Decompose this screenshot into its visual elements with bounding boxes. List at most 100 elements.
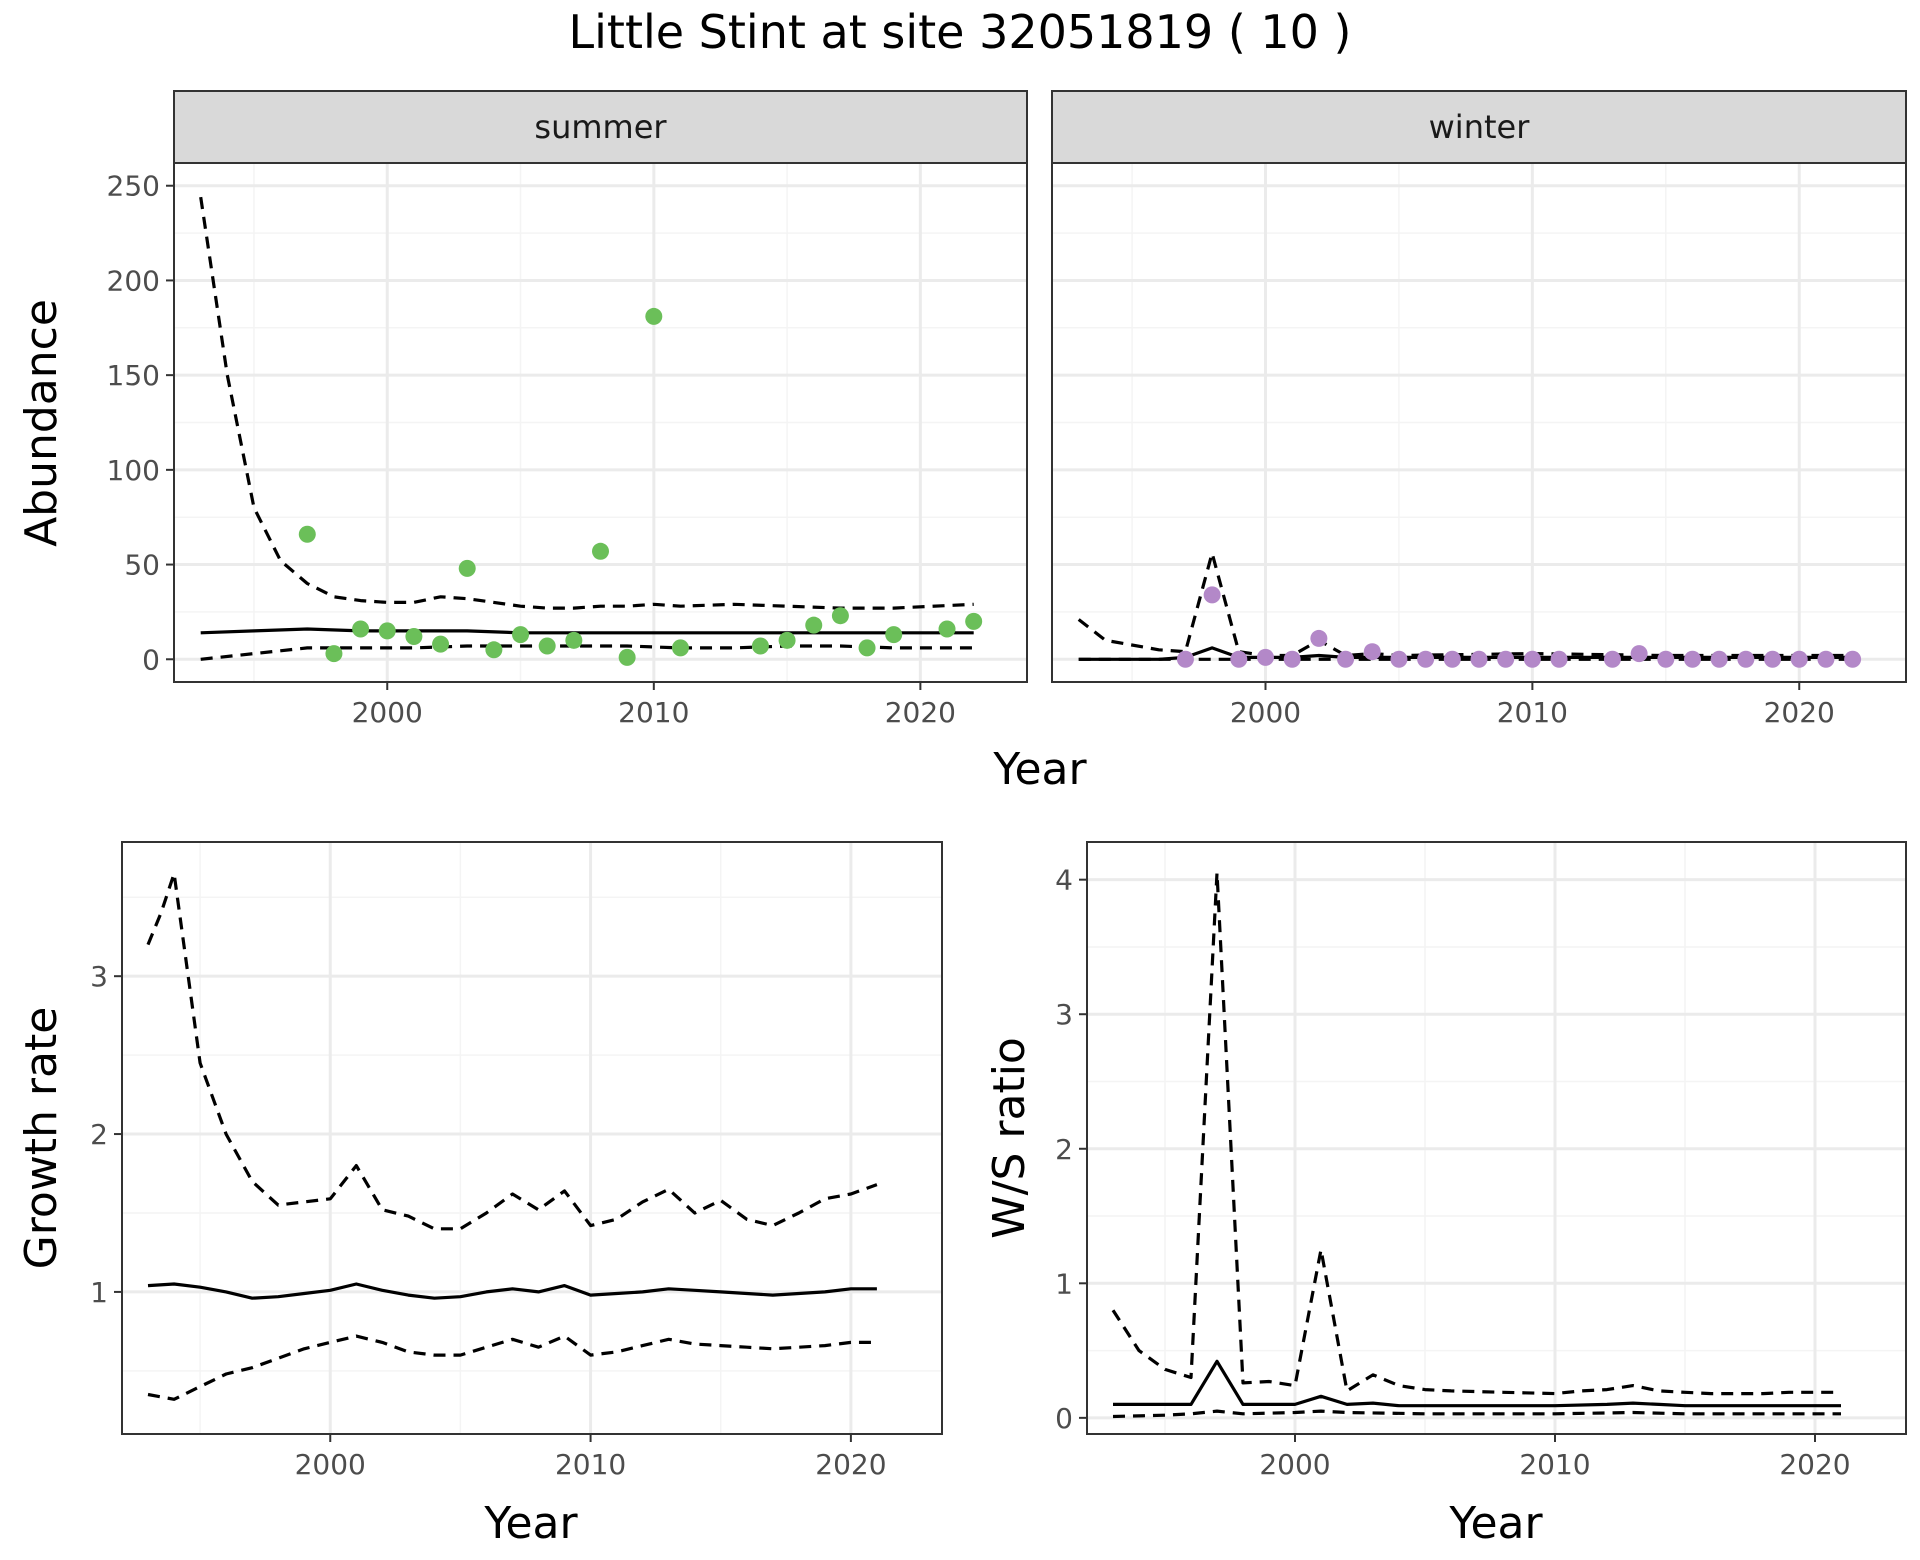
plot-area [1077, 551, 1862, 668]
panel-border [1086, 841, 1907, 1435]
x-tick-label: 2020 [1779, 1448, 1850, 1481]
x-tick-label: 2010 [618, 696, 689, 729]
series-line-lower [1112, 1409, 1841, 1419]
series-line-upper [199, 196, 974, 610]
data-point [1497, 650, 1515, 668]
data-point [1310, 629, 1328, 647]
y-tick-label: 2 [90, 1118, 108, 1151]
facet-strip [173, 90, 1028, 164]
panel-summer: summer 2000 2010 2020 0 50 100 150 200 250 [107, 90, 1028, 729]
data-point [1684, 650, 1701, 668]
data-point [1790, 650, 1808, 668]
x-tick-label: 2000 [352, 696, 423, 729]
data-point [805, 616, 823, 634]
x-tick-label: 2000 [1259, 1448, 1330, 1481]
y-axis-title-ratio: W/S ratio [984, 1037, 1035, 1239]
y-tick-label: 0 [1055, 1402, 1073, 1435]
data-point [831, 607, 849, 625]
x-tick-label: 2010 [1497, 696, 1568, 729]
y-tick-label: 100 [107, 454, 160, 487]
panel-ratio: 2000 2010 2020 0 1 2 3 4 [1055, 841, 1907, 1481]
data-point [778, 631, 796, 649]
series-line-estimate [1113, 1359, 1841, 1408]
plot-area [1111, 871, 1841, 1419]
data-point [1844, 650, 1862, 668]
data-point [618, 648, 636, 666]
data-point [1523, 650, 1541, 668]
y-tick-label: 0 [142, 643, 160, 676]
data-point [1337, 650, 1355, 668]
y-tick-label: 50 [124, 549, 160, 582]
series-line-lower [147, 1334, 877, 1401]
series-line-estimate [147, 1282, 877, 1300]
data-point [1443, 650, 1461, 668]
data-point [1390, 650, 1408, 668]
data-point [1630, 645, 1648, 663]
y-tick-label: 4 [1055, 864, 1073, 897]
facet-strip-label: summer [534, 108, 667, 146]
data-point [1550, 650, 1568, 668]
data-point [1657, 650, 1675, 668]
panel-background [122, 842, 942, 1434]
panel-growth: 2000 2010 2020 1 2 3 [90, 841, 943, 1481]
x-tick-label: 2020 [1764, 696, 1835, 729]
y-tick-label: 2 [1055, 1133, 1073, 1166]
data-point [965, 612, 983, 630]
data-point [1764, 650, 1782, 668]
x-tick-label: 2000 [1230, 696, 1301, 729]
y-axis-title-growth: Growth rate [16, 1007, 67, 1270]
data-point [1817, 650, 1835, 668]
data-point [1470, 650, 1488, 668]
data-point [1203, 586, 1221, 604]
facet-strip [1051, 90, 1907, 164]
data-point [1363, 643, 1381, 661]
x-axis-title-growth: Year [483, 1498, 578, 1549]
data-point [538, 637, 556, 655]
x-axis-title-ratio: Year [1448, 1498, 1543, 1549]
y-axis-title-abundance: Abundance [16, 299, 67, 547]
data-point [751, 637, 769, 655]
data-point [458, 559, 476, 577]
plot-area [199, 196, 983, 666]
data-point [378, 622, 396, 640]
y-tick-label: 150 [107, 359, 160, 392]
x-tick-label: 2010 [555, 1448, 626, 1481]
y-tick-label: 200 [107, 264, 160, 297]
data-point [1283, 650, 1301, 668]
x-tick-label: 2020 [815, 1448, 886, 1481]
y-tick-label: 250 [107, 170, 160, 203]
x-axis-title-top: Year [992, 744, 1087, 795]
y-tick-label: 3 [90, 960, 108, 993]
plot-area [146, 872, 878, 1401]
series-line-upper [1077, 551, 1853, 658]
data-point [325, 645, 343, 663]
data-point [858, 639, 876, 657]
panel-winter: winter 2000 2010 2020 [1051, 90, 1907, 729]
series-line-lower [200, 644, 974, 661]
data-point [352, 620, 370, 638]
data-point [885, 626, 903, 644]
y-tick-label: 1 [1055, 1267, 1073, 1300]
data-point [1603, 650, 1621, 668]
data-point [298, 525, 316, 543]
data-point [485, 641, 503, 659]
data-point [1710, 650, 1728, 668]
data-point [565, 631, 583, 649]
data-point [645, 307, 663, 325]
data-point [592, 542, 609, 560]
facet-strip-label: winter [1429, 108, 1531, 146]
series-line-upper [146, 872, 878, 1231]
panel-border [121, 841, 943, 1435]
data-point [1737, 650, 1755, 668]
panel-background [1087, 842, 1906, 1434]
y-tick-label: 1 [90, 1276, 108, 1309]
data-point [1417, 650, 1435, 668]
data-point [405, 628, 423, 646]
data-point [432, 635, 450, 653]
data-point [1257, 648, 1274, 666]
x-tick-label: 2000 [295, 1448, 366, 1481]
data-point [1176, 650, 1194, 668]
x-tick-label: 2020 [885, 696, 956, 729]
y-tick-label: 3 [1055, 998, 1073, 1031]
